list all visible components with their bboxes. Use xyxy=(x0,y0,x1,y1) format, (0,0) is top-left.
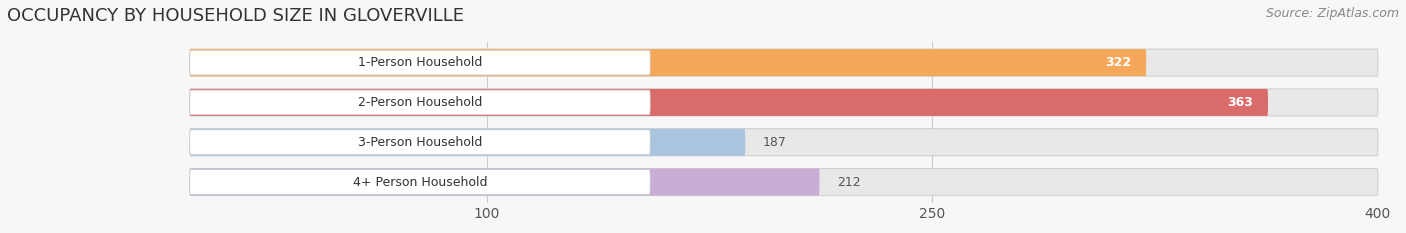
Text: 1-Person Household: 1-Person Household xyxy=(357,56,482,69)
Text: 322: 322 xyxy=(1105,56,1132,69)
FancyBboxPatch shape xyxy=(190,129,1378,156)
FancyBboxPatch shape xyxy=(190,89,1268,116)
FancyBboxPatch shape xyxy=(190,50,650,75)
FancyBboxPatch shape xyxy=(190,49,1146,76)
FancyBboxPatch shape xyxy=(190,129,745,156)
Text: 4+ Person Household: 4+ Person Household xyxy=(353,175,488,188)
FancyBboxPatch shape xyxy=(190,168,820,195)
FancyBboxPatch shape xyxy=(190,130,650,154)
FancyBboxPatch shape xyxy=(190,89,1378,116)
Text: OCCUPANCY BY HOUSEHOLD SIZE IN GLOVERVILLE: OCCUPANCY BY HOUSEHOLD SIZE IN GLOVERVIL… xyxy=(7,7,464,25)
Text: 212: 212 xyxy=(838,175,860,188)
Text: 187: 187 xyxy=(763,136,787,149)
Text: 2-Person Household: 2-Person Household xyxy=(357,96,482,109)
FancyBboxPatch shape xyxy=(190,168,1378,195)
FancyBboxPatch shape xyxy=(190,90,650,115)
FancyBboxPatch shape xyxy=(190,49,1378,76)
Text: Source: ZipAtlas.com: Source: ZipAtlas.com xyxy=(1265,7,1399,20)
Text: 363: 363 xyxy=(1227,96,1253,109)
Text: 3-Person Household: 3-Person Household xyxy=(357,136,482,149)
FancyBboxPatch shape xyxy=(190,170,650,194)
